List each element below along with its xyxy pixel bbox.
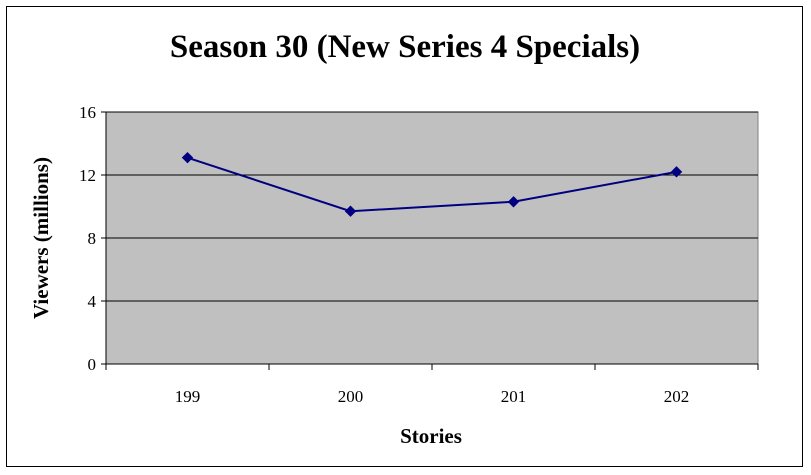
y-tick-label: 12 bbox=[79, 166, 96, 185]
y-axis-title: Viewers (millions) bbox=[29, 157, 53, 319]
data-point bbox=[181, 151, 194, 164]
gridlines bbox=[106, 111, 758, 302]
series-group bbox=[181, 151, 683, 217]
series-line bbox=[187, 156, 677, 213]
y-tick-label: 0 bbox=[88, 355, 97, 374]
x-tick-label: 200 bbox=[338, 387, 364, 406]
y-tick-label: 8 bbox=[88, 229, 97, 248]
y-tick-labels: 0 4 8 12 16 bbox=[79, 103, 97, 374]
data-point bbox=[670, 166, 683, 178]
data-point bbox=[344, 205, 357, 217]
x-tick-label: 201 bbox=[501, 387, 527, 406]
y-tick-label: 4 bbox=[88, 292, 97, 311]
axes bbox=[101, 111, 759, 370]
chart-title: Season 30 (New Series 4 Specials) bbox=[170, 29, 640, 65]
data-point bbox=[507, 196, 520, 208]
x-tick-labels: 199 200 201 202 bbox=[175, 387, 690, 406]
y-tick-label: 16 bbox=[79, 103, 96, 122]
x-axis-title: Stories bbox=[400, 424, 462, 448]
x-tick-label: 199 bbox=[175, 387, 201, 406]
x-tick-label: 202 bbox=[664, 387, 690, 406]
